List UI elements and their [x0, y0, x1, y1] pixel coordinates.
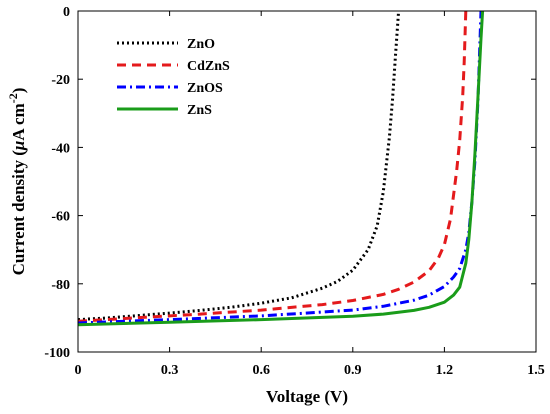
x-axis-title: Voltage (V): [266, 387, 348, 406]
y-tick-label: -60: [51, 210, 70, 225]
y-tick-label: 0: [63, 5, 70, 20]
series-layer: [77, 10, 485, 327]
y-tick-label: -100: [44, 346, 70, 361]
y-tick-label: -40: [51, 141, 70, 156]
series-line-zns: [77, 10, 485, 327]
plot-area-frame: [77, 10, 537, 353]
legend-label-zns: ZnS: [187, 103, 212, 118]
x-tick-label: 0.6: [252, 363, 270, 378]
x-tick-label: 1.5: [527, 363, 545, 378]
y-axis-title: Current density (μA cm-2): [6, 88, 28, 276]
legend-label-zno: ZnO: [187, 37, 215, 52]
y-axis-title-close: ): [9, 88, 28, 94]
x-tick-label: 0: [75, 363, 82, 378]
y-tick-label: -80: [51, 278, 70, 293]
y-tick-label: -20: [51, 73, 70, 88]
tick-layer: 0 0.3 0.6 0.9 1.2 1.5 0 -20 -40 -60 -80 -100: [44, 5, 544, 378]
legend-label-cdzns: CdZnS: [187, 59, 230, 74]
y-axis-title-mu: μ: [9, 141, 28, 151]
series-line-zno: [77, 10, 401, 322]
x-tick-label: 0.9: [344, 363, 362, 378]
legend-label-znos: ZnOS: [187, 81, 223, 96]
series-line-cdzns: [77, 10, 468, 323]
legend: ZnO CdZnS ZnOS ZnS: [117, 37, 230, 118]
y-axis-title-exponent: -2: [6, 93, 20, 103]
x-tick-label: 0.3: [161, 363, 179, 378]
x-tick-label: 1.2: [436, 363, 454, 378]
y-axis-title-main: Current density (: [9, 150, 28, 276]
y-axis-title-unit: A cm: [9, 103, 28, 140]
